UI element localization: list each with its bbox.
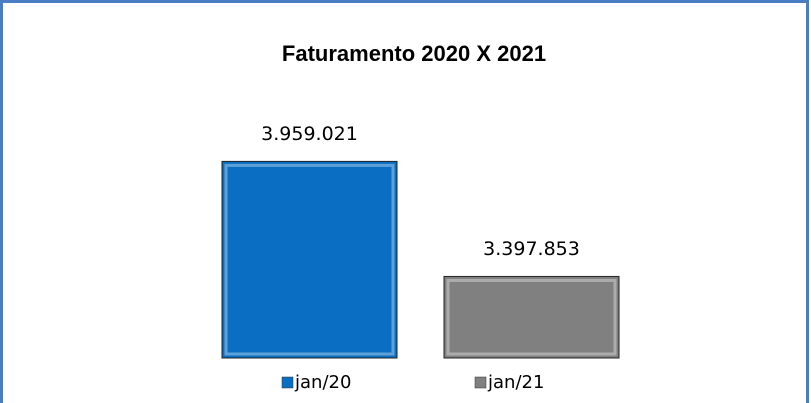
- chart-title: Faturamento 2020 X 2021: [282, 41, 546, 66]
- legend-label: jan/21: [487, 372, 544, 393]
- legend-label: jan/20: [294, 372, 351, 393]
- bar-bevel: [224, 163, 395, 356]
- bar: [443, 275, 620, 359]
- legend-swatch: [474, 376, 487, 389]
- bar: [221, 160, 398, 359]
- value-label: 3.397.853: [483, 238, 580, 260]
- legend-swatch: [281, 376, 294, 389]
- bar-bevel: [446, 278, 617, 356]
- value-label: 3.959.021: [261, 123, 358, 145]
